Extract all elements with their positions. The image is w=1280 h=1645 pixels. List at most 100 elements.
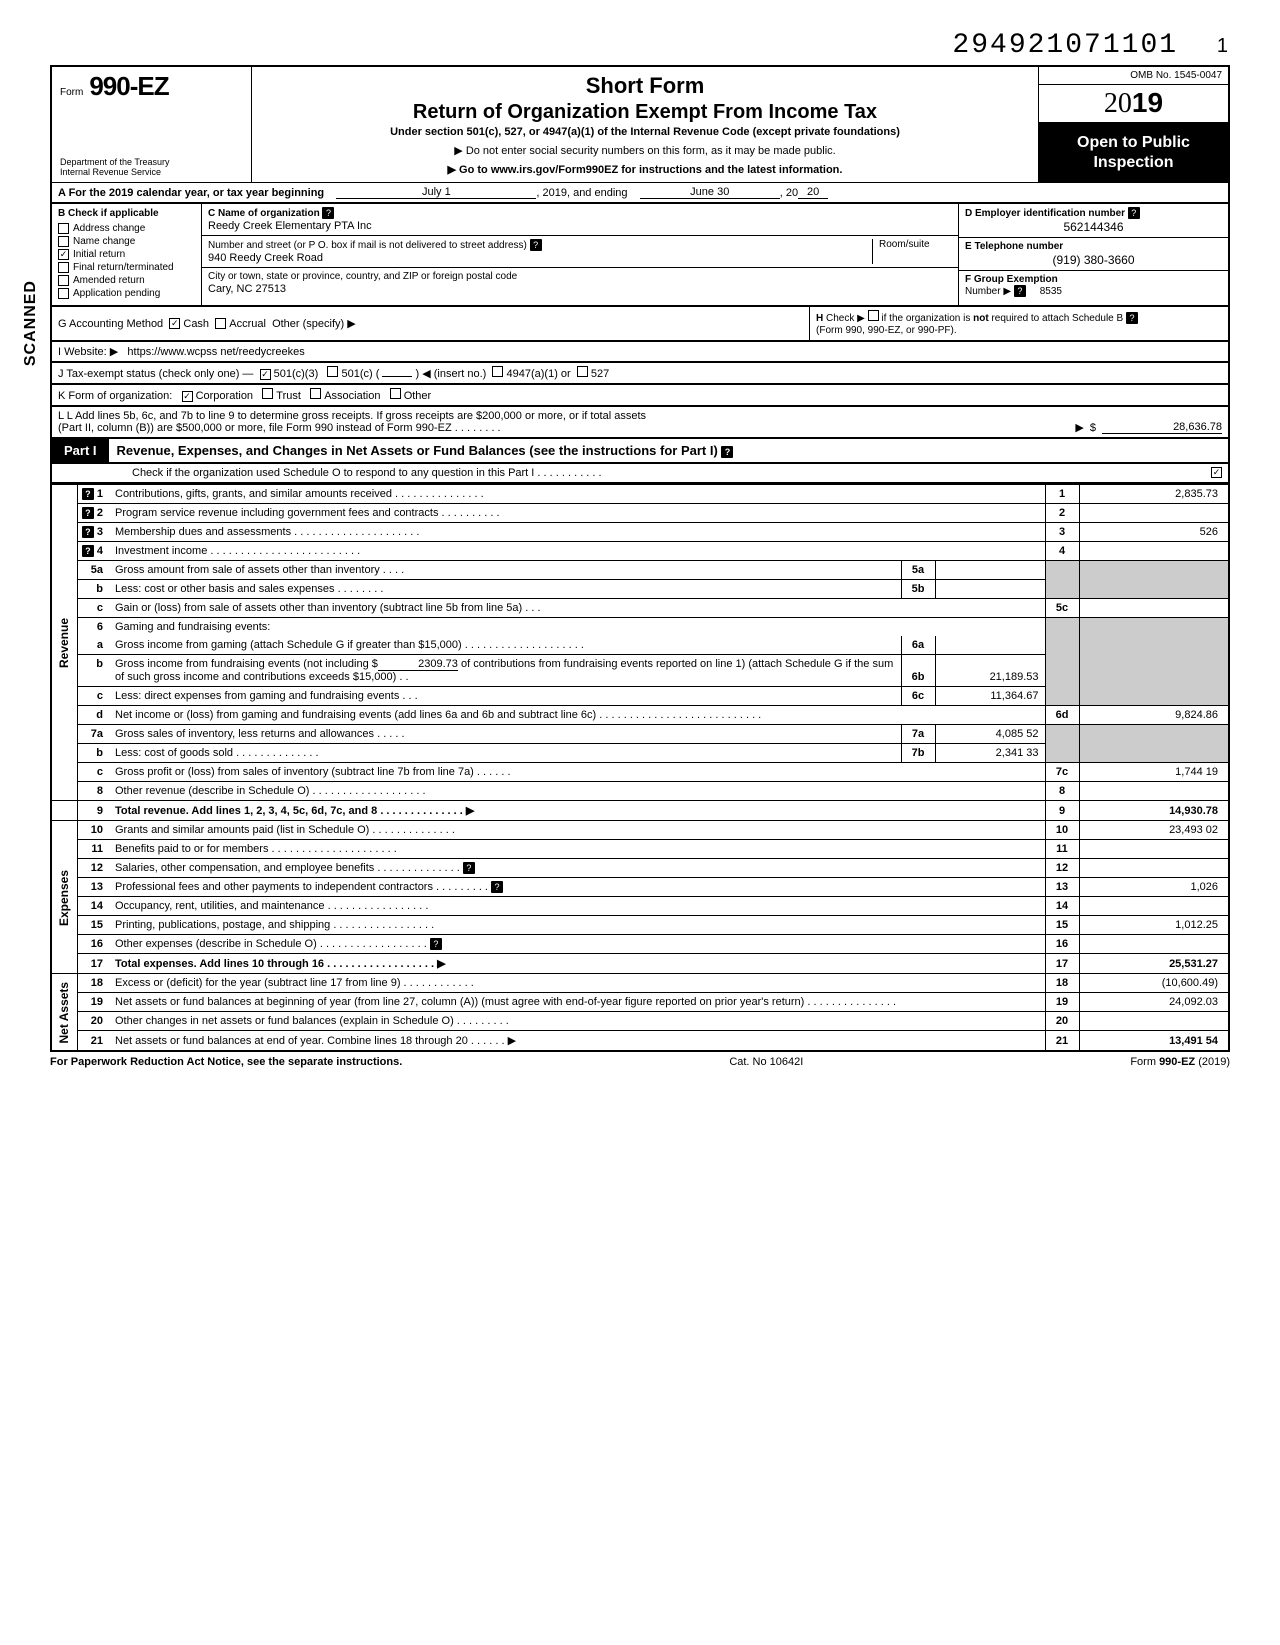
tax-year-end-month[interactable]: June 30 [640, 186, 780, 199]
line-6d-num: 6d [1045, 706, 1079, 725]
help-icon[interactable]: ? [463, 862, 475, 874]
line-5b-mv[interactable] [935, 580, 1045, 599]
chk-cash[interactable]: ✓ [169, 318, 180, 329]
chk-501c[interactable] [327, 366, 338, 377]
open-public-box: Open to Public Inspection [1039, 123, 1228, 182]
line-6b-contrib[interactable]: 2309.73 [378, 658, 458, 671]
row-l-line2: (Part II, column (B)) are $500,000 or mo… [58, 422, 1022, 434]
tel-value[interactable]: (919) 380-3660 [965, 253, 1222, 267]
line-8-val[interactable] [1079, 782, 1229, 801]
help-icon[interactable]: ? [82, 507, 94, 519]
chk-initial-return[interactable]: ✓Initial return [58, 249, 195, 260]
group-number[interactable]: 8535 [1040, 286, 1062, 297]
other-org-label: Other [404, 390, 432, 402]
line-20-val[interactable] [1079, 1012, 1229, 1031]
line-7b-mv[interactable]: 2,341 33 [935, 744, 1045, 763]
line-11-val[interactable] [1079, 840, 1229, 859]
org-address[interactable]: 940 Reedy Creek Road [208, 252, 872, 264]
line-7a-mv[interactable]: 4,085 52 [935, 725, 1045, 744]
line-14-val[interactable] [1079, 897, 1229, 916]
chk-527[interactable] [577, 366, 588, 377]
shaded-cell [1045, 561, 1079, 599]
accounting-method-label: G Accounting Method [58, 318, 163, 330]
line-5a-mv[interactable] [935, 561, 1045, 580]
help-icon[interactable]: ? [1126, 312, 1138, 324]
other-method-label: Other (specify) ▶ [272, 317, 356, 330]
chk-sched-b[interactable] [868, 310, 879, 321]
help-icon[interactable]: ? [721, 446, 733, 458]
line-17-val[interactable]: 25,531.27 [1079, 954, 1229, 974]
checkbox-icon [58, 275, 69, 286]
line-10-val[interactable]: 23,493 02 [1079, 821, 1229, 840]
help-icon[interactable]: ? [430, 938, 442, 950]
section-expenses-label: Expenses [51, 821, 77, 974]
chk-corporation[interactable]: ✓ [182, 391, 193, 402]
line-3-val[interactable]: 526 [1079, 523, 1229, 542]
help-icon[interactable]: ? [530, 239, 542, 251]
ssn-instruction: ▶ Do not enter social security numbers o… [262, 144, 1028, 157]
cash-label: Cash [183, 318, 209, 330]
line-16-n: 16 [77, 935, 111, 954]
line-13-val[interactable]: 1,026 [1079, 878, 1229, 897]
line-5c-val[interactable] [1079, 599, 1229, 618]
tax-year-begin[interactable]: July 1 [336, 186, 536, 199]
chk-501c3[interactable]: ✓ [260, 369, 271, 380]
line-5a-desc: Gross amount from sale of assets other t… [111, 561, 901, 580]
chk-application-pending[interactable]: Application pending [58, 288, 195, 299]
line-18-val[interactable]: (10,600.49) [1079, 974, 1229, 993]
4947-label: 4947(a)(1) or [507, 368, 571, 380]
line-6a-mv[interactable] [935, 636, 1045, 655]
chk-association[interactable] [310, 388, 321, 399]
row-k: K Form of organization: ✓ Corporation Tr… [50, 385, 1230, 407]
line-2-val[interactable] [1079, 504, 1229, 523]
help-icon[interactable]: ? [82, 526, 94, 538]
ein-value[interactable]: 562144346 [965, 220, 1222, 234]
line-5b-mn: 5b [901, 580, 935, 599]
chk-name-change[interactable]: Name change [58, 236, 195, 247]
help-icon[interactable]: ? [491, 881, 503, 893]
chk-amended-return[interactable]: Amended return [58, 275, 195, 286]
city-block: City or town, state or province, country… [202, 268, 958, 298]
line-2-num: 2 [1045, 504, 1079, 523]
chk-trust[interactable] [262, 388, 273, 399]
help-icon[interactable]: ? [82, 488, 94, 500]
chk-address-change[interactable]: Address change [58, 223, 195, 234]
line-19-val[interactable]: 24,092.03 [1079, 993, 1229, 1012]
line-1-desc: Contributions, gifts, grants, and simila… [111, 485, 1045, 504]
chk-schedule-o[interactable]: ✓ [1211, 467, 1222, 478]
checkbox-icon: ✓ [58, 249, 69, 260]
line-4-val[interactable] [1079, 542, 1229, 561]
website-value[interactable]: https://www.wcpss net/reedycreekes [127, 346, 304, 358]
line-6d-val[interactable]: 9,824.86 [1079, 706, 1229, 725]
org-name[interactable]: Reedy Creek Elementary PTA Inc [208, 220, 952, 232]
chk-other-org[interactable] [390, 388, 401, 399]
line-15-val[interactable]: 1,012.25 [1079, 916, 1229, 935]
gross-receipts-value[interactable]: 28,636.78 [1102, 421, 1222, 434]
chk-final-return[interactable]: Final return/terminated [58, 262, 195, 273]
line-21-val[interactable]: 13,491 54 [1079, 1031, 1229, 1052]
line-19-n: 19 [77, 993, 111, 1012]
help-icon[interactable]: ? [82, 545, 94, 557]
insert-no-label: ) ◀ (insert no.) [416, 368, 487, 380]
line-6c-mv[interactable]: 11,364.67 [935, 687, 1045, 706]
line-9-val[interactable]: 14,930.78 [1079, 801, 1229, 821]
schedule-o-check-text: Check if the organization used Schedule … [132, 467, 602, 479]
org-city[interactable]: Cary, NC 27513 [208, 283, 952, 295]
line-1-val[interactable]: 2,835.73 [1079, 485, 1229, 504]
website-label: I Website: ▶ [58, 346, 118, 358]
501c-insert[interactable] [382, 376, 412, 377]
tax-year-end-year[interactable]: 20 [798, 186, 828, 199]
chk-4947[interactable] [492, 366, 503, 377]
chk-accrual[interactable] [215, 318, 226, 329]
line-6b-mv[interactable]: 21,189.53 [935, 655, 1045, 687]
help-icon[interactable]: ? [322, 207, 334, 219]
tax-exempt-label: J Tax-exempt status (check only one) — [58, 368, 253, 380]
line-12-val[interactable] [1079, 859, 1229, 878]
line-7c-val[interactable]: 1,744 19 [1079, 763, 1229, 782]
help-icon[interactable]: ? [1014, 285, 1026, 297]
dept-line-2: Internal Revenue Service [60, 168, 243, 178]
line-6d-n: d [77, 706, 111, 725]
short-form-title: Short Form [262, 73, 1028, 99]
line-16-val[interactable] [1079, 935, 1229, 954]
help-icon[interactable]: ? [1128, 207, 1140, 219]
